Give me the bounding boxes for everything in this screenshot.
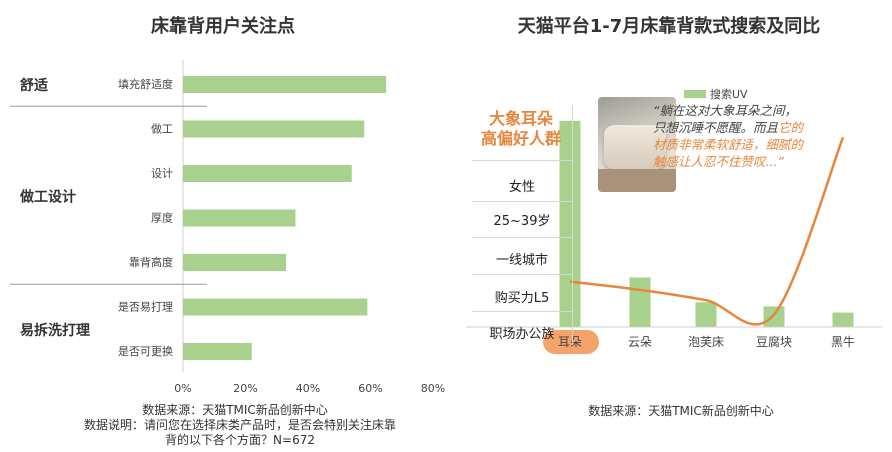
product-photo	[598, 97, 676, 192]
left-chart-panel: 床靠背用户关注点 填充舒适度 做工 设计 厚度 靠背高度 是否易打理 是否可更换 0% 20% 4…	[10, 16, 445, 447]
audience-row-gender: 女性	[508, 180, 535, 195]
audience-row-age: 25~39岁	[493, 214, 551, 229]
left-group-label: 舒适	[20, 77, 48, 94]
left-data-note-line2: 背的以下各个方面？N=672	[165, 433, 315, 447]
left-bar	[183, 165, 352, 182]
legend-label: 搜索UV	[710, 87, 748, 101]
quote-line2-highlight: 它的	[778, 120, 804, 135]
left-x-tick-label: 0%	[174, 382, 191, 395]
audience-row-divider	[472, 201, 572, 202]
right-category-label: 豆腐块	[756, 334, 792, 349]
right-chart-title: 天猫平台1-7月床靠背款式搜索及同比	[517, 16, 821, 37]
right-category-label: 耳朵	[558, 335, 582, 349]
left-chart-title: 床靠背用户关注点	[151, 16, 295, 37]
left-bar	[183, 254, 287, 271]
right-bar	[763, 306, 785, 327]
left-category-label: 厚度	[151, 211, 173, 225]
product-photo-cushion	[604, 125, 666, 169]
audience-row-divider	[472, 274, 572, 275]
audience-row-divider	[472, 237, 572, 238]
right-bar	[832, 312, 854, 327]
left-category-label: 做工	[151, 122, 173, 136]
audience-row-divider	[472, 160, 572, 161]
left-x-tick-label: 80%	[421, 382, 445, 395]
left-bar	[183, 298, 368, 316]
user-quote: “躺在这对大象耳朵之间， 只想沉睡不愿醒。而且它的 材质非常柔软舒适，细腻的 触…	[653, 102, 863, 170]
right-category-label: 黑牛	[831, 334, 855, 349]
quote-line4: 触感让人忍不住赞叹...”	[653, 154, 784, 169]
left-category-label: 靠背高度	[129, 255, 173, 269]
right-chart-panel: 天猫平台1-7月床靠背款式搜索及同比 搜索UV 耳朵 云朵 泡芙床 豆腐块 黑牛 大象耳朵…	[446, 0, 892, 452]
audience-title-line1: 大象耳朵	[488, 109, 553, 128]
quote-line3: 材质非常柔软舒适，细腻的	[653, 137, 804, 152]
left-category-label: 填充舒适度	[118, 77, 173, 91]
left-category-label: 是否可更换	[118, 344, 173, 358]
legend-swatch	[684, 90, 706, 98]
left-group-label: 做工设计	[19, 188, 76, 205]
right-bar	[695, 302, 717, 327]
left-bar	[183, 209, 296, 227]
audience-divider	[572, 105, 573, 345]
right-combo-chart: 搜索UV 耳朵 云朵 泡芙床 豆腐块 黑牛	[466, 87, 882, 354]
audience-row-divider	[472, 311, 572, 312]
left-category-label: 设计	[151, 167, 173, 180]
left-data-note-line1: 数据说明：请问您在选择床类产品时，是否会特别关注床靠	[83, 418, 396, 432]
right-category-label: 云朵	[628, 335, 652, 349]
audience-title-line2: 高偏好人群	[480, 129, 561, 148]
product-photo-base	[598, 169, 676, 192]
quote-line2-text: 只想沉睡不愿醒。而且	[653, 120, 779, 135]
audience-title: 大象耳朵 高偏好人群	[466, 109, 576, 149]
right-source-note: 数据来源：天猫TMIC新品创新中心	[588, 404, 774, 418]
right-bar	[559, 120, 581, 328]
left-source-note: 数据来源：天猫TMIC新品创新中心	[142, 403, 328, 417]
right-category-label: 泡芙床	[688, 335, 724, 349]
audience-row-occupation: 职场办公族	[489, 327, 555, 342]
right-bar	[629, 277, 651, 327]
left-x-tick-label: 40%	[296, 382, 320, 395]
highlight-category-pill	[543, 330, 599, 354]
right-trend-line	[569, 136, 845, 326]
quote-line2: 只想沉睡不愿醒。而且它的	[653, 119, 863, 136]
audience-row-city: 一线城市	[495, 253, 548, 268]
left-group-label: 易拆洗打理	[20, 322, 90, 339]
left-x-tick-label: 60%	[358, 382, 382, 395]
quote-line1: “躺在这对大象耳朵之间，	[653, 103, 797, 118]
left-bar	[183, 120, 365, 138]
left-bar	[183, 76, 387, 93]
left-x-tick-label: 20%	[233, 382, 257, 395]
left-bar	[183, 343, 252, 360]
left-category-label: 是否易打理	[118, 300, 173, 314]
audience-row-purchase: 购买力L5	[494, 291, 550, 306]
